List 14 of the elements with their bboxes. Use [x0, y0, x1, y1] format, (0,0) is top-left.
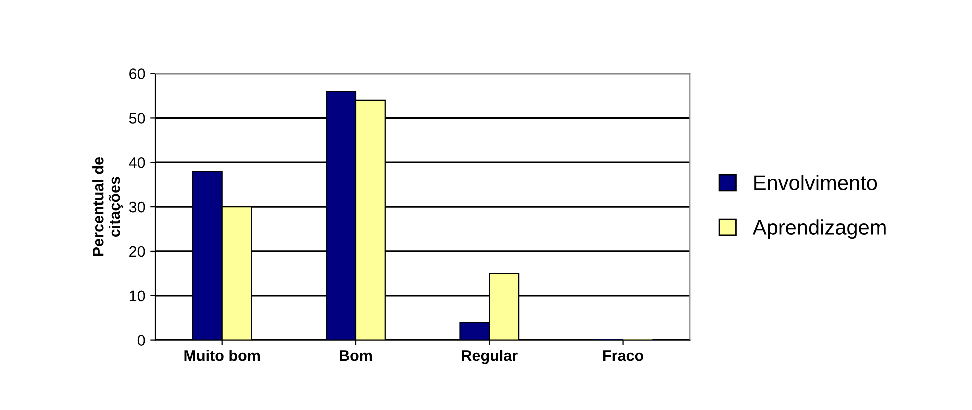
y-tick-label: 10 [130, 290, 146, 302]
y-tick-label: 20 [130, 246, 146, 258]
y-axis-title: Percentual de citações [92, 157, 124, 256]
y-tick-label: 60 [130, 68, 146, 80]
y-tick-label: 30 [129, 202, 146, 213]
x-tick-label: Muito bom [184, 350, 260, 362]
legend-label: Aprendizagem [752, 220, 886, 240]
x-tick-label: Bom [340, 350, 372, 362]
x-tick-label: Regular [462, 350, 518, 364]
x-tick-label: Fraco [604, 350, 644, 362]
y-tick-label: 40 [129, 158, 146, 168]
y-tick-label: 0 [138, 335, 146, 346]
legend-label: Envolvimento [754, 175, 878, 190]
y-tick-label: 50 [129, 113, 146, 124]
